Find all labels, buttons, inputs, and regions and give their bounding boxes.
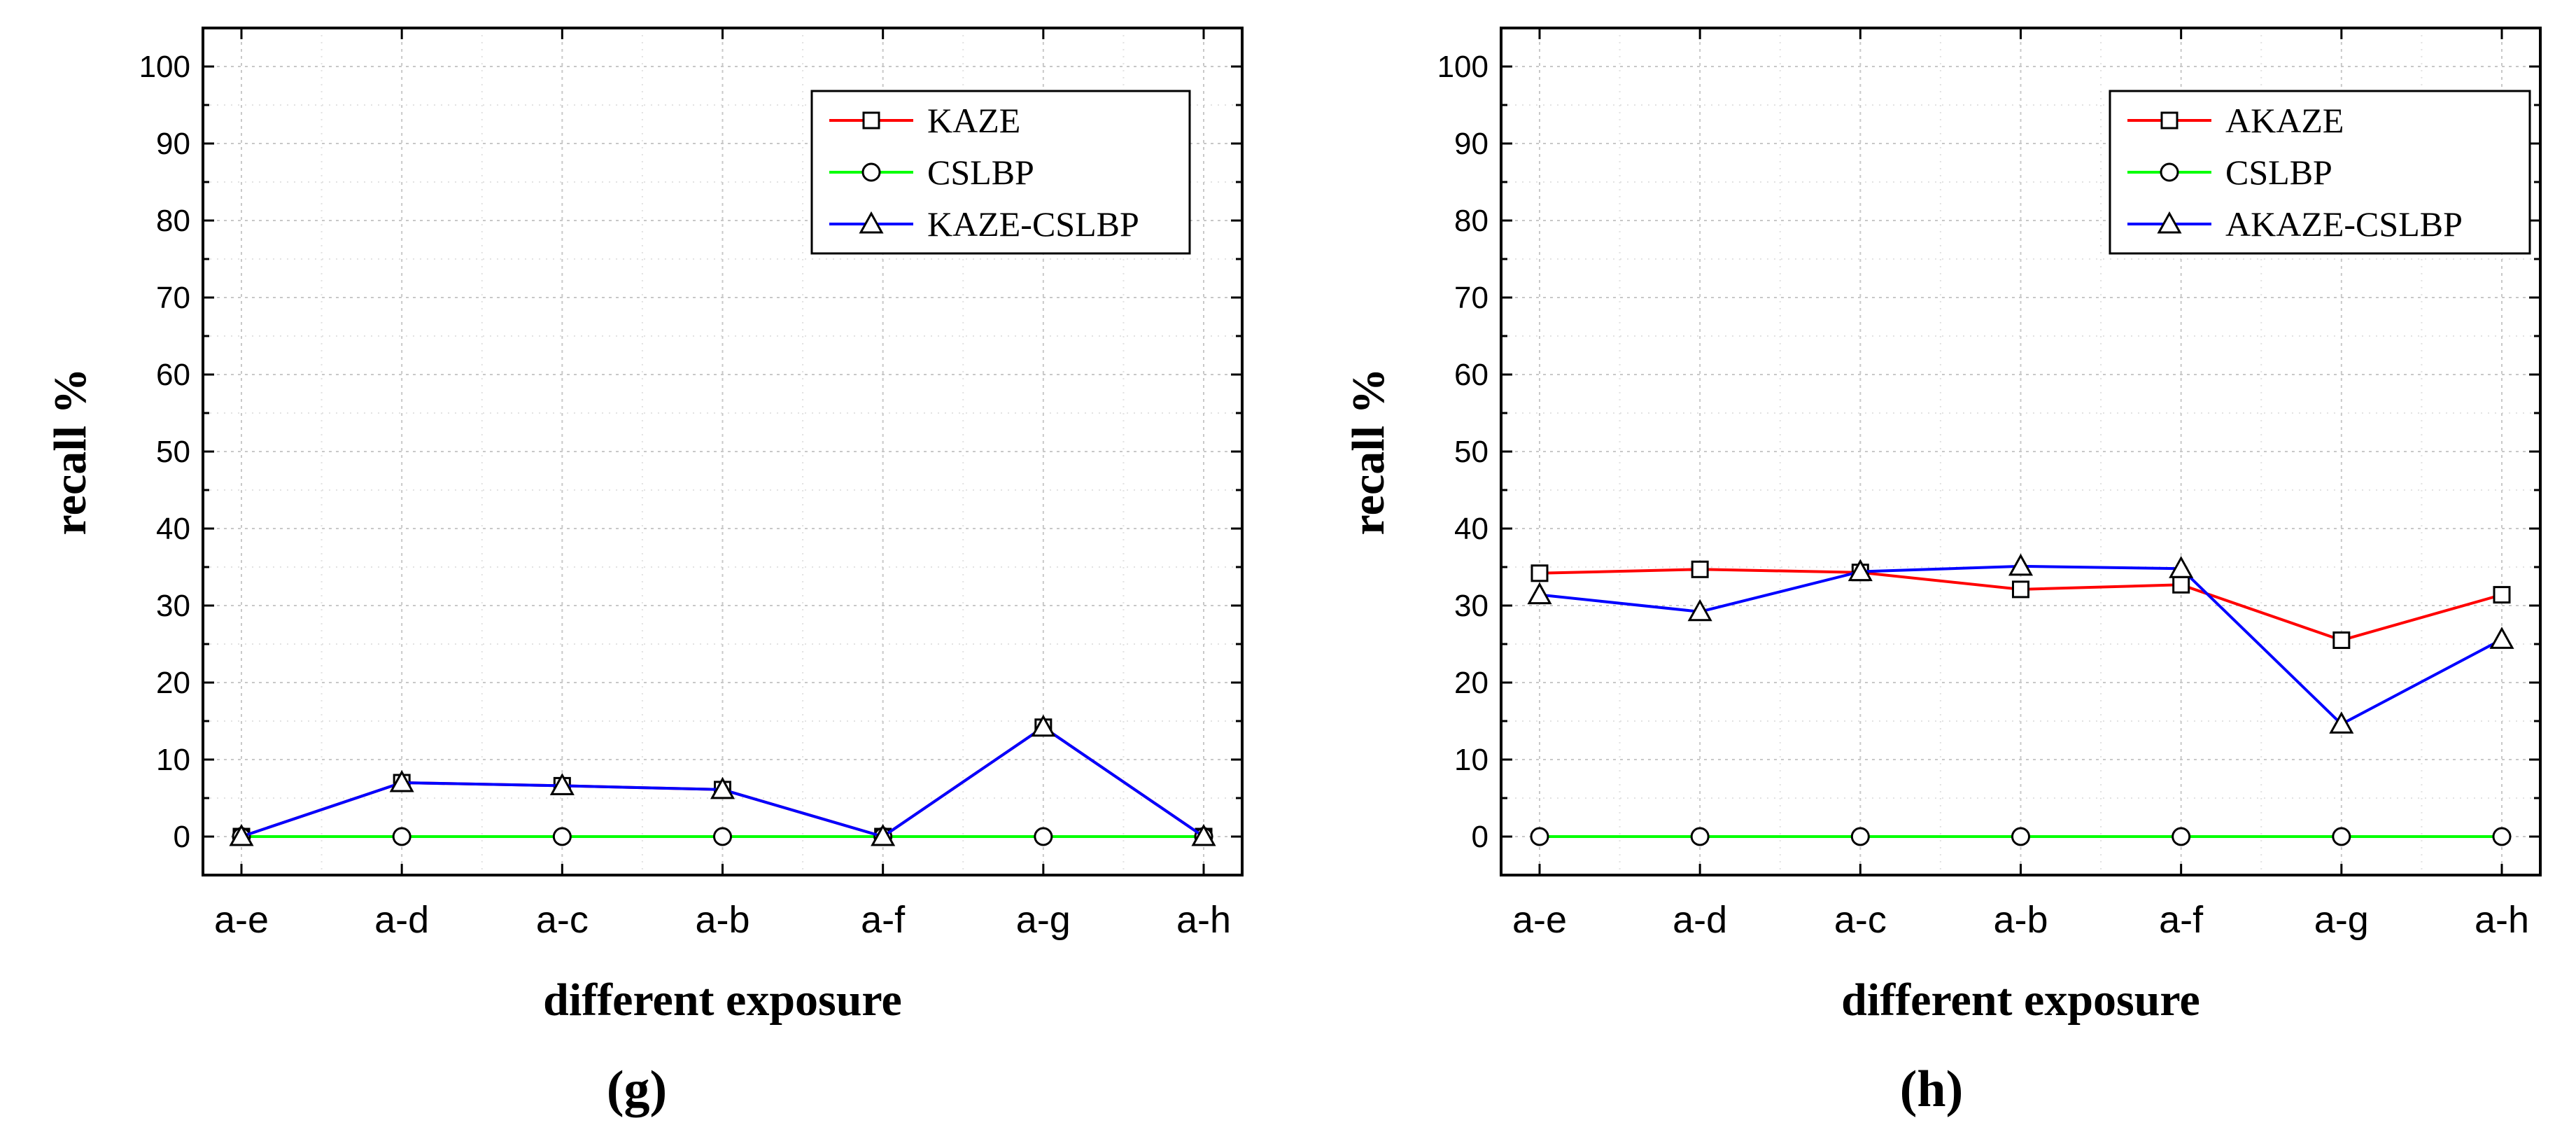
- data-point-circle: [1690, 827, 1710, 846]
- y-tick-label: 30: [1454, 589, 1488, 623]
- panel-caption-h: (h): [1900, 1061, 1963, 1118]
- data-point-triangle: [2329, 711, 2354, 734]
- series-cslbp: [1530, 827, 2512, 846]
- y-tick-label: 60: [156, 358, 190, 392]
- data-point-circle: [713, 827, 732, 846]
- x-tick-label: a-f: [2159, 899, 2204, 941]
- y-tick-label: 80: [1454, 204, 1488, 238]
- y-tick-label: 20: [1454, 666, 1488, 700]
- data-point-square: [2493, 586, 2511, 604]
- data-point-square: [2172, 575, 2190, 594]
- legend-label: CSLBP: [927, 153, 1034, 192]
- x-tick-label: a-d: [374, 899, 429, 941]
- x-tick-label: a-c: [1834, 899, 1887, 941]
- y-tick-label: 100: [1437, 50, 1488, 84]
- data-point-square: [2012, 580, 2029, 599]
- legend-marker-circle: [861, 162, 881, 182]
- y-axis-title: recall %: [45, 368, 96, 536]
- series-kaze-cslbp: [229, 714, 1216, 846]
- data-point-triangle: [389, 769, 414, 792]
- x-tick-label: a-c: [536, 899, 589, 941]
- y-tick-label: 70: [1454, 281, 1488, 315]
- y-tick-label: 50: [1454, 435, 1488, 469]
- data-point-triangle: [1031, 714, 1056, 737]
- chart-panel-h: 0 10 20 30 40 50 60 70 80 90 100 a-e a-d a-c a-b a-f a-g…: [1343, 27, 2542, 1118]
- data-point-triangle: [229, 823, 254, 846]
- y-tick-label: 10: [1454, 743, 1488, 777]
- legend-label: CSLBP: [2225, 153, 2332, 192]
- legend-marker-triangle: [859, 211, 884, 234]
- data-point-triangle: [549, 773, 575, 795]
- y-tick-label: 30: [156, 589, 190, 623]
- y-axis-title: recall %: [1343, 368, 1394, 536]
- y-tick-label: 60: [1454, 358, 1488, 392]
- x-tick-label: a-b: [1993, 899, 2048, 941]
- legend-label: AKAZE-CSLBP: [2225, 204, 2463, 244]
- data-point-circle: [2332, 827, 2351, 846]
- x-axis-title: different exposure: [1841, 974, 2200, 1026]
- data-point-square: [1691, 560, 1709, 578]
- x-tick-label: a-d: [1673, 899, 1727, 941]
- y-tick-label: 90: [156, 127, 190, 161]
- data-point-circle: [1850, 827, 1870, 846]
- x-tick-label: a-h: [1176, 899, 1231, 941]
- legend-marker-square: [862, 111, 880, 130]
- data-point-triangle: [710, 776, 736, 799]
- y-tick-label: 70: [156, 281, 190, 315]
- y-tick-label: 40: [156, 512, 190, 546]
- data-point-triangle: [2169, 556, 2194, 578]
- data-point-triangle: [1687, 599, 1712, 622]
- x-tick-label: a-g: [1016, 899, 1071, 941]
- data-point-triangle: [2008, 553, 2034, 576]
- series-cslbp: [232, 827, 1213, 846]
- x-axis-title: different exposure: [543, 974, 902, 1026]
- legend-marker-triangle: [2157, 211, 2182, 234]
- legend-marker-square: [2160, 111, 2179, 130]
- data-point-triangle: [2489, 627, 2514, 649]
- data-point-circle: [2172, 827, 2191, 846]
- data-point-circle: [552, 827, 572, 846]
- data-point-circle: [2011, 827, 2030, 846]
- legend-label: AKAZE: [2225, 101, 2344, 140]
- chart-panel-g: 0 10 20 30 40 50 60 70 80 90 100 a-e a-d a-c a-b a-f a-g…: [45, 27, 1244, 1118]
- legend-g: KAZE CSLBP KAZE-CSLBP: [810, 90, 1191, 255]
- data-point-circle: [1034, 827, 1053, 846]
- legend-marker-circle: [2160, 162, 2179, 182]
- y-tick-label: 0: [1472, 820, 1488, 854]
- x-tick-label: a-e: [214, 899, 269, 941]
- x-tick-label: a-h: [2475, 899, 2529, 941]
- y-tick-label: 40: [1454, 512, 1488, 546]
- y-tick-label: 50: [156, 435, 190, 469]
- data-point-circle: [392, 827, 411, 846]
- x-tick-label: a-e: [1512, 899, 1567, 941]
- data-point-triangle: [1847, 559, 1873, 582]
- legend-label: KAZE-CSLBP: [927, 204, 1139, 244]
- data-point-circle: [1530, 827, 1549, 846]
- grid-g: [203, 27, 1242, 875]
- data-point-circle: [2492, 827, 2512, 846]
- x-tick-label: a-b: [695, 899, 749, 941]
- y-tick-label: 0: [174, 820, 190, 854]
- data-point-triangle: [1527, 582, 1552, 605]
- y-tick-label: 100: [139, 50, 190, 84]
- y-tick-label: 80: [156, 204, 190, 238]
- y-tick-label: 20: [156, 666, 190, 700]
- legend-label: KAZE: [927, 101, 1020, 140]
- data-point-square: [1530, 564, 1549, 582]
- data-point-square: [2332, 631, 2351, 649]
- series-akaze-cslbp: [1527, 553, 2514, 734]
- y-tick-label: 90: [1454, 127, 1488, 161]
- y-tick-label: 10: [156, 743, 190, 777]
- data-point-triangle: [871, 823, 896, 846]
- panel-caption-g: (g): [607, 1061, 667, 1118]
- x-tick-label: a-g: [2314, 899, 2369, 941]
- x-tick-label: a-f: [861, 899, 906, 941]
- data-point-triangle: [1191, 823, 1216, 846]
- legend-h: AKAZE CSLBP AKAZE-CSLBP: [2109, 90, 2531, 255]
